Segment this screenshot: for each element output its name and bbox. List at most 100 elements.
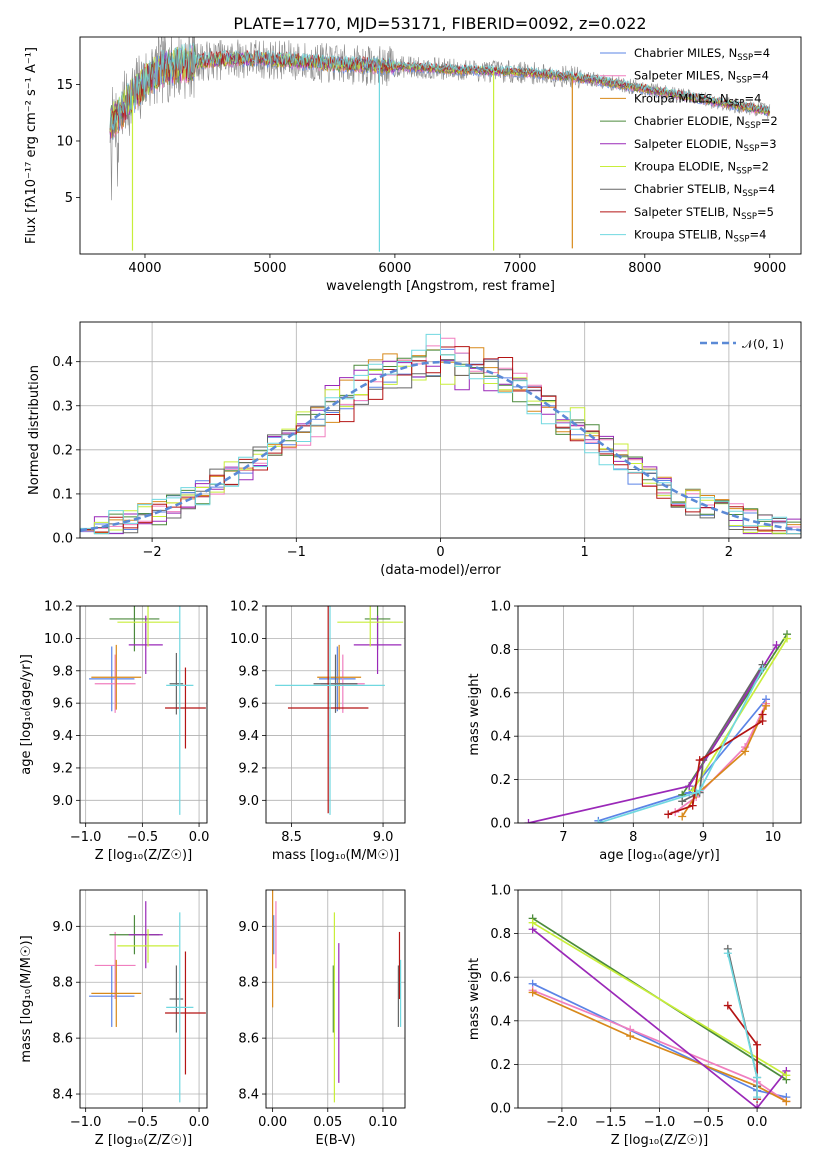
y-tick-label: 0.8 (490, 643, 511, 658)
x-tick-label: −1.5 (595, 1115, 627, 1130)
y-tick-label: 0.0 (490, 817, 511, 832)
x-tick-label: 5000 (253, 261, 286, 276)
x-axis-label: E(B-V) (315, 1133, 355, 1148)
y-axis-label: Normed distribution (27, 365, 42, 495)
x-tick-label: −0.5 (127, 830, 159, 845)
mass-weight-marker (528, 918, 537, 927)
x-tick-label: −1.0 (644, 1115, 676, 1130)
x-axis-label: wavelength [Angstrom, rest frame] (326, 279, 555, 294)
y-axis-label: Flux [fλ10⁻¹⁷ erg cm⁻² s⁻¹ A⁻¹] (24, 47, 39, 244)
y-tick-label: 10.0 (44, 632, 73, 647)
legend-entry: 𝒩(0, 1) (742, 337, 784, 351)
y-tick-label: 0.4 (490, 730, 511, 745)
y-tick-label: 9.0 (52, 920, 73, 935)
panel-age_vs_mass: 8.5 9.0 9.0 9.2 9.4 9.6 9.8 10.0 10.2 mass [log₁₀… (230, 600, 406, 863)
axes-frame (265, 889, 406, 1109)
mass-weight-marker (626, 1032, 635, 1041)
legend-entry: Chabrier ELODIE, NSSP=2 (634, 114, 778, 131)
mass-weight-marker (695, 756, 704, 765)
y-axis-label: mass weight (467, 958, 482, 1040)
y-tick-label: 9.0 (238, 794, 259, 809)
y-tick-label: 0.1 (52, 487, 73, 502)
error-bar (337, 606, 404, 647)
mass-weight-marker (741, 747, 750, 756)
y-tick-label: 8.8 (52, 976, 73, 991)
mass-weight-marker (678, 797, 687, 806)
legend-entry: Chabrier STELIB, NSSP=4 (634, 182, 775, 199)
mass-weight-marker (782, 1097, 791, 1106)
x-tick-label: 9000 (753, 261, 786, 276)
mass-weight-marker (723, 1001, 732, 1010)
mass-weight-line (532, 991, 787, 1103)
legend-entry: Salpeter MILES, NSSP=4 (634, 69, 769, 86)
error-bar (89, 646, 135, 712)
error-bar (353, 615, 402, 675)
axes-frame (265, 605, 406, 824)
error-bar (169, 652, 184, 715)
x-tick-label: 0 (436, 545, 444, 560)
error-bar (169, 965, 184, 1033)
y-tick-label: 0.6 (490, 971, 511, 986)
panel-mass_vs_Z: −1.0 −0.5 0.0 8.4 8.6 8.8 9.0 Z [log₁₀(Z/Z☉)] ma… (19, 889, 209, 1148)
error-bar (313, 654, 358, 713)
y-tick-label: 9.4 (238, 729, 259, 744)
y-tick-label: 0.2 (52, 443, 73, 458)
mass-weight-marker (762, 701, 771, 710)
legend-entry: Kroupa STELIB, NSSP=4 (634, 228, 766, 245)
y-tick-label: 0.0 (490, 1102, 511, 1117)
mass-weight-line (532, 921, 787, 1077)
plot-area (89, 606, 206, 815)
x-tick-label: 0.00 (258, 1115, 287, 1130)
y-tick-label: 8.4 (238, 1088, 259, 1103)
mass-weight-line (681, 705, 767, 817)
x-tick-label: 7000 (503, 261, 536, 276)
x-axis-label: age [log₁₀(age/yr)] (599, 848, 720, 863)
x-tick-label: −0.5 (127, 1115, 159, 1130)
plot-area (275, 606, 404, 815)
mass-weight-marker (753, 1093, 762, 1102)
mass-weight-marker (753, 1073, 762, 1082)
legend: 𝒩(0, 1) (700, 337, 784, 351)
x-tick-label: −2.0 (546, 1115, 578, 1130)
mass-weight-marker (753, 1040, 762, 1049)
axes-frame (517, 605, 802, 824)
error-bar (94, 931, 136, 999)
error-bar (117, 929, 179, 963)
mass-weight-line (681, 664, 764, 803)
error-bar (166, 912, 194, 1103)
mass-weight-marker (695, 786, 704, 795)
y-tick-label: 8.8 (238, 976, 259, 991)
error-bar (94, 654, 136, 713)
x-tick-label: 6000 (378, 261, 411, 276)
x-axis-label: mass [log₁₀(M/M☉)] (272, 848, 399, 863)
mass-weight-line (532, 989, 787, 1103)
x-tick-label: 8000 (628, 261, 661, 276)
legend-entry: Salpeter STELIB, NSSP=5 (634, 205, 774, 222)
x-tick-label: 4000 (128, 261, 161, 276)
y-tick-label: 9.2 (238, 761, 259, 776)
panel-mass_vs_EBV: 0.00 0.05 0.10 8.4 8.6 8.8 9.0 E(B-V) (238, 889, 406, 1148)
legend-entry: Kroupa MILES, NSSP=4 (634, 91, 761, 108)
panel-spectrum: 4000 5000 6000 7000 8000 9000 5 10 15 wavelength … (24, 36, 802, 294)
mass-weight-marker (753, 1104, 762, 1108)
y-tick-label: 10 (56, 134, 73, 149)
mass-weight-marker (783, 634, 792, 643)
x-tick-label: −1.0 (70, 1115, 102, 1130)
error-bar (109, 606, 160, 652)
y-tick-label: 0.4 (490, 1014, 511, 1029)
panel-residuals: −2 −1 0 1 2 0.0 0.1 0.2 0.3 0.4 (data-model)/error… (27, 321, 802, 578)
plot-area (528, 914, 791, 1108)
x-tick-label: −1 (287, 545, 306, 560)
error-bar (287, 606, 369, 814)
legend: Chabrier MILES, NSSP=4 Salpeter MILES, NS… (600, 46, 778, 245)
y-tick-label: 5 (65, 191, 73, 206)
x-axis-label: Z [log₁₀(Z/Z☉)] (95, 848, 192, 863)
error-bar (165, 951, 206, 1075)
plot-area (89, 901, 206, 1103)
error-bar (166, 606, 194, 815)
y-tick-label: 10.2 (230, 600, 259, 615)
error-bar (128, 615, 163, 675)
mass-weight-marker (758, 664, 767, 673)
y-tick-label: 9.2 (52, 761, 73, 776)
